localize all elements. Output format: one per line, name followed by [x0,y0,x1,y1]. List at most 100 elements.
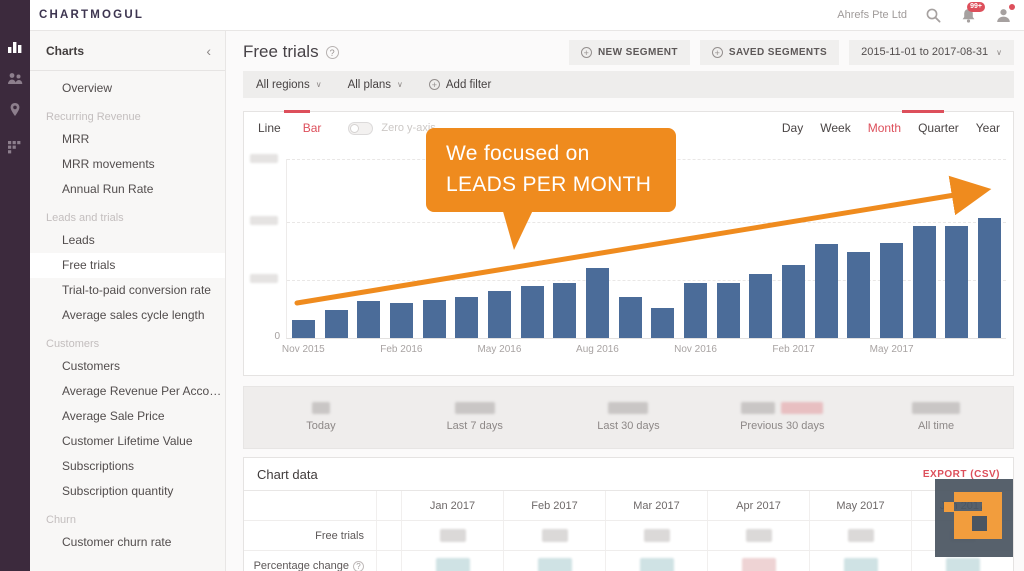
stat-previous-30-days: Previous 30 days [705,387,859,448]
chartmogul-logo[interactable]: CHARTMOGUL [39,9,145,21]
avatar[interactable] [995,3,1015,24]
bar-aug-2017[interactable] [978,218,1002,338]
chevron-down-icon: ∨ [397,80,403,89]
filter-bar: All regions ∨ All plans ∨ + Add filter [243,71,1014,98]
redacted-value [311,402,330,414]
sidebar-item-leads[interactable]: Leads [62,233,95,247]
tab-month[interactable]: Month [867,121,902,135]
tab-year[interactable]: Year [975,121,1000,135]
sidebar-item-subscriptions[interactable]: Subscriptions [62,459,135,473]
sidebar-item-arpa[interactable]: Average Revenue Per Acco… [62,384,222,398]
help-icon[interactable]: ? [353,561,364,571]
bar-apr-2016[interactable] [455,297,479,338]
date-range-picker[interactable]: 2015-11-01 to 2017-08-31 ∨ [849,39,1014,65]
x-axis-ticks: Nov 2015 Feb 2016 May 2016 Aug 2016 Nov 2016… [282,159,1006,355]
sidebar-section-recurring-revenue: Recurring Revenue [46,111,141,123]
page-title: Free trials [243,42,319,61]
tab-bar[interactable]: Bar [302,121,322,135]
x-axis-tick: May 2017 [869,344,914,355]
sidebar-section-customers: Customers [46,338,100,350]
sidebar-collapse-icon[interactable]: ‹ [206,43,211,59]
redacted-value [608,402,649,414]
tab-quarter[interactable]: Quarter [918,121,959,135]
sidebar-title: Charts [46,44,85,58]
notifications-bell-icon[interactable]: 99+ [960,1,985,24]
sidebar-item-avg-sale-price[interactable]: Average Sale Price [62,409,165,423]
redacted-cell [643,529,670,542]
zero-y-axis-label: Zero y-axis [381,122,436,134]
add-filter-button[interactable]: + Add filter [428,79,491,91]
chart-data-card: Chart data EXPORT (CSV) Jan 2017 Feb 201… [243,457,1014,571]
account-name[interactable]: Ahrefs Pte Ltd [837,9,907,21]
geo-nav-icon[interactable] [7,102,23,118]
saved-segments-button[interactable]: + SAVED SEGMENTS [699,39,840,65]
y-axis-label-redacted [250,274,278,283]
x-axis-tick: May 2016 [477,344,522,355]
y-axis-label-redacted [250,154,278,163]
page-help-icon[interactable]: ? [325,45,339,59]
x-axis-tick: Nov 2016 [674,344,717,355]
bar-nov-2015[interactable] [291,320,315,338]
tab-week[interactable]: Week [820,121,851,135]
stat-last-7-days: Last 7 days [398,387,552,448]
redacted-cell-negative [741,557,776,571]
bar-feb-2016[interactable] [389,303,413,338]
column-header: Apr 2017 [707,491,809,520]
customers-nav-icon[interactable] [7,71,23,87]
bar-sep-2016[interactable] [618,297,642,338]
sidebar-item-customers[interactable]: Customers [62,359,121,373]
redacted-cell [847,529,874,542]
bar-dec-2015[interactable] [324,310,348,338]
sidebar-item-clv[interactable]: Customer Lifetime Value [62,434,193,448]
search-icon[interactable] [925,7,942,24]
export-csv-link[interactable]: EXPORT (CSV) [922,468,1000,480]
zero-y-axis-toggle[interactable] [348,121,374,135]
sidebar-item-customer-churn-rate[interactable]: Customer churn rate [62,535,172,549]
x-axis-tick: Nov 2015 [281,344,325,355]
sidebar-item-free-trials[interactable]: Free trials [30,253,225,278]
top-bar: CHARTMOGUL Ahrefs Pte Ltd 99+ [30,0,1024,31]
sidebar-item-mrr[interactable]: MRR [62,132,90,146]
redacted-percent-value [781,402,824,414]
plus-icon: + [711,46,723,58]
notification-badge: 99+ [967,1,985,12]
tab-day[interactable]: Day [781,121,804,135]
redacted-cell [945,557,980,571]
tab-line[interactable]: Line [258,121,281,135]
app-icon-rail [0,0,30,571]
stat-last-30-days: Last 30 days [552,387,706,448]
table-row-percentage-change: Percentage change? [244,551,1013,571]
redacted-cell [541,529,568,542]
plus-icon: + [428,79,440,90]
stat-all-time: All time [859,387,1013,448]
ahrefs-pixel-a-icon [944,492,1002,539]
sidebar-item-overview[interactable]: Overview [62,81,113,95]
redacted-value [454,402,495,414]
sidebar-item-trial-to-paid[interactable]: Trial-to-paid conversion rate [62,283,211,297]
segments-nav-icon[interactable] [7,140,23,156]
table-title: Chart data [257,466,318,482]
column-header: Mar 2017 [605,491,707,520]
sidebar-section-churn: Churn [46,514,76,526]
plan-filter[interactable]: All plans ∨ [347,78,403,91]
charts-sidebar: Charts ‹ Overview Recurring Revenue MRR … [30,31,226,571]
chevron-down-icon: ∨ [315,80,322,89]
y-axis-zero-label: 0 [274,331,280,342]
ahrefs-watermark [935,479,1013,557]
bar-mar-2016[interactable] [422,299,446,338]
charts-nav-icon[interactable] [7,39,23,55]
x-axis-tick: Feb 2017 [772,344,815,355]
sidebar-item-avg-sales-cycle[interactable]: Average sales cycle length [62,308,205,322]
column-header: Jan 2017 [401,491,503,520]
region-filter[interactable]: All regions ∨ [256,78,322,91]
avatar-alert-dot [1009,3,1015,10]
sidebar-item-subscription-quantity[interactable]: Subscription quantity [62,484,174,498]
sidebar-item-mrr-movements[interactable]: MRR movements [62,157,155,171]
table-row-free-trials: Free trials [244,521,1013,551]
x-axis-tick: Aug 2016 [576,344,619,355]
main-content: Free trials ? + NEW SEGMENT + SAVED SEGM… [226,31,1024,571]
new-segment-button[interactable]: + NEW SEGMENT [568,39,690,65]
bar-jan-2016[interactable] [357,300,381,338]
sidebar-item-annual-run-rate[interactable]: Annual Run Rate [62,182,154,196]
bar-oct-2016[interactable] [651,308,675,338]
